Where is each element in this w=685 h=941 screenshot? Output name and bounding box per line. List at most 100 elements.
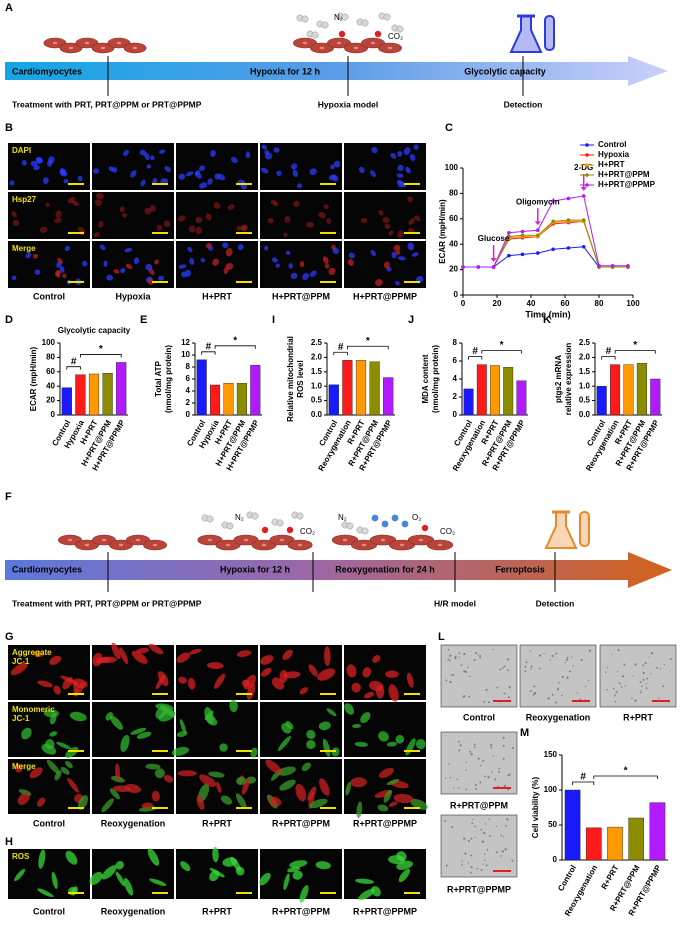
bar [328, 384, 339, 416]
bar [223, 383, 234, 416]
speck [557, 681, 560, 684]
cell-signal [383, 789, 392, 803]
speck [503, 692, 506, 695]
cell-signal [395, 250, 401, 256]
speck [565, 658, 568, 662]
cell-signal [388, 801, 398, 807]
cell-signal [37, 797, 46, 807]
micrograph [260, 143, 342, 190]
cell-signal [96, 192, 104, 200]
cell-signal [99, 244, 106, 250]
timeline-arrow [5, 552, 672, 588]
molecule-o2 [391, 514, 399, 522]
row-label: DAPI [12, 146, 31, 155]
cell-signal [133, 257, 140, 265]
cell-nucleus [100, 46, 106, 50]
cell-signal [293, 200, 300, 207]
cell-nucleus [84, 543, 90, 547]
cell-signal [359, 166, 365, 174]
cell-signal [120, 267, 126, 274]
speck [502, 836, 505, 838]
speck [645, 687, 648, 690]
speck [474, 836, 476, 838]
speck [533, 685, 536, 688]
cell-signal [410, 798, 428, 810]
molecule [301, 15, 309, 23]
y-tick-label: 4 [186, 386, 191, 395]
cell-signal [245, 151, 251, 159]
panel-letter: B [5, 122, 13, 134]
data-point [476, 265, 481, 269]
bar [383, 377, 394, 416]
cell-signal [179, 719, 187, 734]
cell-signal [348, 252, 355, 259]
cell-signal [189, 257, 195, 265]
cell-nucleus [380, 538, 386, 542]
cell-signal [157, 671, 169, 687]
speck [485, 688, 488, 691]
y-tick-label: 1.0 [311, 381, 323, 390]
cell-signal [89, 871, 103, 885]
speck [507, 788, 510, 791]
speck [482, 863, 484, 865]
molecule [346, 522, 354, 530]
speck [604, 671, 607, 674]
speck [464, 852, 467, 855]
speck [572, 665, 574, 667]
cell-signal [77, 175, 83, 182]
column-label: Control [33, 291, 65, 301]
cell-nucleus [261, 543, 267, 547]
cell-signal [12, 219, 20, 226]
speck [606, 666, 608, 669]
speck [511, 859, 514, 862]
significance-bracket [572, 781, 595, 785]
cell-signal [178, 264, 187, 269]
molecule [251, 512, 259, 520]
speck [500, 855, 502, 857]
bar [650, 378, 661, 416]
cell-signal [120, 734, 130, 752]
cell-signal [386, 779, 400, 786]
cell-signal [283, 232, 288, 238]
cell-signal [235, 866, 245, 876]
speck [454, 655, 457, 658]
cell-signal [101, 865, 117, 880]
cell-signal [291, 163, 298, 170]
cell-signal [110, 715, 123, 730]
cell-signal [378, 210, 384, 216]
cell-signal [241, 778, 250, 795]
speck [449, 654, 452, 657]
cell-signal [65, 760, 73, 769]
cell-signal [415, 738, 426, 750]
significance-marker: # [338, 342, 344, 353]
cell-signal [55, 210, 62, 219]
bar [369, 361, 380, 416]
speck [467, 666, 469, 669]
cell-signal [148, 643, 164, 655]
y-tick-label: 0.0 [579, 410, 591, 419]
speck [483, 700, 486, 703]
note-label: Detection [504, 99, 543, 109]
note-label: Treatment with PRT, PRT@PPM or PRT@PPMP [12, 99, 202, 109]
speck [465, 769, 467, 771]
cell-signal [62, 273, 67, 279]
cell-signal [391, 251, 397, 259]
cell-signal [210, 149, 216, 157]
speck [467, 862, 470, 864]
cell-signal [178, 676, 187, 684]
cell-signal [409, 154, 416, 162]
speck [613, 694, 616, 697]
speck [480, 828, 483, 831]
molecule-o2 [401, 520, 409, 528]
cell-signal [21, 727, 32, 740]
cell-signal [364, 691, 375, 699]
cell-signal [345, 781, 352, 796]
flask [509, 15, 543, 53]
speck [561, 675, 564, 678]
cell-signal [360, 712, 371, 724]
cell-signal [330, 164, 335, 170]
cell-signal [306, 221, 315, 228]
cell-signal [195, 226, 202, 235]
y-tick-label: 2.0 [579, 353, 591, 362]
speck [612, 687, 615, 690]
